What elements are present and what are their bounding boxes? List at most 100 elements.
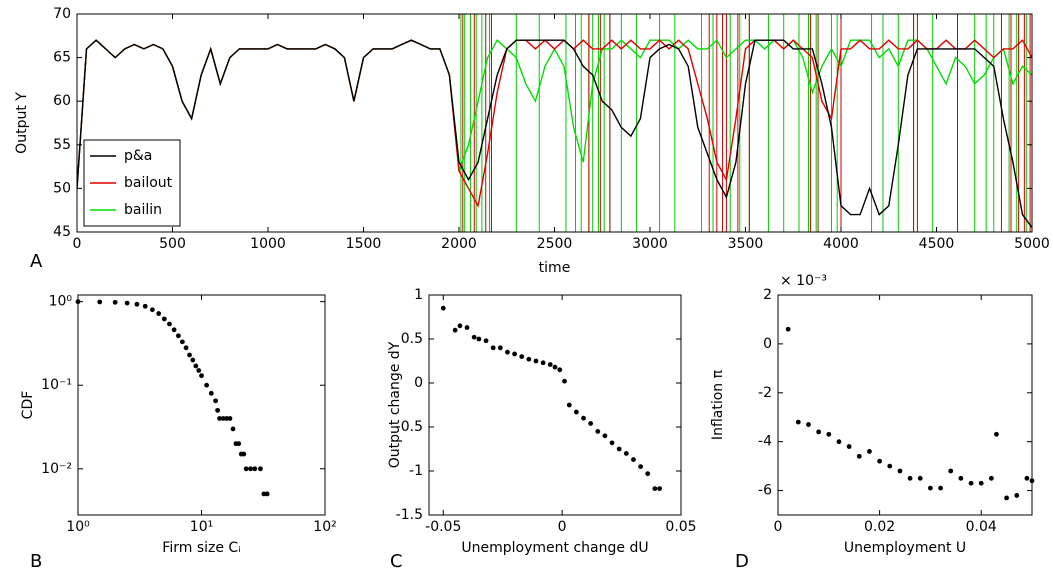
y-tick-label: 10⁻¹ bbox=[41, 377, 72, 393]
scatter-point bbox=[230, 426, 236, 432]
legend-label: p&a bbox=[124, 148, 152, 164]
scatter-point bbox=[978, 480, 984, 486]
series-line bbox=[77, 39, 1032, 189]
y-tick-label: 0.5 bbox=[401, 331, 423, 347]
scatter-point bbox=[948, 468, 954, 474]
scatter-point bbox=[187, 352, 192, 358]
scatter-point bbox=[928, 485, 933, 491]
axes-frame bbox=[777, 294, 1033, 516]
y-tick-label: 60 bbox=[53, 93, 71, 109]
y-axis-label: Inflation π bbox=[710, 369, 726, 440]
scatter-point bbox=[938, 485, 943, 491]
y-axis-label: Output change dY bbox=[387, 341, 403, 468]
x-tick-label: 5000 bbox=[1014, 236, 1050, 252]
x-tick-label: 1000 bbox=[250, 236, 286, 252]
scatter-point bbox=[505, 349, 510, 355]
scatter-point bbox=[183, 345, 189, 351]
scatter-point bbox=[958, 475, 964, 481]
scatter-point bbox=[204, 382, 210, 388]
scatter-point bbox=[623, 451, 629, 456]
scatter-point bbox=[483, 338, 489, 344]
scatter-point bbox=[867, 449, 872, 454]
x-tick-label: 0.02 bbox=[864, 519, 895, 535]
scatter-point bbox=[907, 475, 913, 481]
scatter-point bbox=[199, 373, 204, 379]
scatter-point bbox=[236, 441, 242, 447]
scatter-point bbox=[652, 486, 658, 491]
scatter-point bbox=[566, 402, 572, 408]
scatter-point bbox=[526, 356, 532, 362]
x-axis-label: Firm size Cᵢ bbox=[162, 540, 240, 556]
y-tick-label: 45 bbox=[53, 224, 71, 240]
plot-area bbox=[77, 14, 1032, 232]
scatter-point bbox=[457, 323, 463, 329]
axes-frame bbox=[777, 294, 1033, 516]
scatter-point bbox=[264, 491, 270, 497]
x-tick-label: 3500 bbox=[728, 236, 764, 252]
y-tick-label: 65 bbox=[53, 50, 71, 66]
scatter-point bbox=[816, 429, 822, 435]
y-tick-label: 55 bbox=[53, 137, 71, 153]
x-tick-label: 1500 bbox=[346, 236, 382, 252]
y-axis-label: CDF bbox=[20, 391, 36, 420]
scatter-point bbox=[581, 415, 586, 421]
scatter-point bbox=[171, 327, 177, 333]
scatter-point bbox=[557, 367, 563, 373]
scatter-point bbox=[156, 311, 162, 316]
scatter-point bbox=[887, 463, 893, 469]
series-line bbox=[77, 39, 1032, 208]
x-tick-label: 4000 bbox=[823, 236, 859, 252]
scatter-point bbox=[846, 444, 852, 449]
axes-frame bbox=[77, 294, 326, 516]
scatter-point bbox=[220, 416, 226, 421]
scatter-point bbox=[1024, 475, 1030, 481]
scatter-point bbox=[785, 326, 791, 332]
scatter-point bbox=[519, 354, 525, 359]
x-tick-label: 3000 bbox=[632, 236, 668, 252]
panel-label: C bbox=[390, 551, 403, 572]
y-tick-label: 70 bbox=[53, 6, 71, 22]
scatter-point bbox=[588, 421, 594, 426]
y-tick-label: -2 bbox=[758, 385, 772, 401]
scatter-point bbox=[547, 362, 553, 367]
x-tick-label: 10⁰ bbox=[66, 519, 90, 535]
scatter-point bbox=[213, 398, 218, 404]
scatter-point bbox=[1004, 495, 1009, 501]
scatter-point bbox=[97, 299, 103, 305]
scatter-point bbox=[258, 466, 263, 472]
axes-frame bbox=[76, 13, 1033, 233]
scatter-point bbox=[562, 378, 567, 384]
x-axis-label: Unemployment change dU bbox=[461, 540, 648, 556]
y-tick-label: -4 bbox=[758, 434, 772, 450]
y-tick-label: 0 bbox=[763, 336, 772, 352]
scatter-point bbox=[112, 299, 118, 305]
x-tick-label: 0 bbox=[558, 519, 567, 535]
scatter-point bbox=[856, 453, 862, 459]
scatter-point bbox=[215, 407, 220, 413]
scatter-point bbox=[476, 336, 482, 342]
axes-frame bbox=[76, 13, 1033, 233]
scatter-point bbox=[540, 360, 546, 366]
y-tick-label: 0 bbox=[414, 375, 423, 391]
axes-frame bbox=[77, 294, 326, 516]
scatter-point bbox=[552, 364, 558, 370]
scatter-point bbox=[533, 358, 539, 364]
scatter-point bbox=[440, 305, 446, 311]
scatter-point bbox=[471, 334, 477, 340]
scatter-point bbox=[917, 475, 923, 481]
y-tick-label: 2 bbox=[763, 287, 772, 303]
scatter-point bbox=[897, 468, 903, 474]
y-axis-label: Output Y bbox=[14, 92, 30, 154]
scatter-point bbox=[968, 480, 974, 486]
scatter-point bbox=[497, 345, 503, 351]
y-tick-label: -1 bbox=[409, 463, 423, 479]
series-line bbox=[77, 39, 1032, 229]
scatter-point bbox=[638, 464, 643, 469]
y-tick-label: 50 bbox=[53, 180, 71, 196]
scatter-point bbox=[616, 446, 622, 452]
scatter-point bbox=[806, 422, 811, 427]
scatter-point bbox=[595, 429, 601, 434]
x-tick-label: 4500 bbox=[919, 236, 955, 252]
y-multiplier: × 10⁻³ bbox=[780, 273, 827, 289]
